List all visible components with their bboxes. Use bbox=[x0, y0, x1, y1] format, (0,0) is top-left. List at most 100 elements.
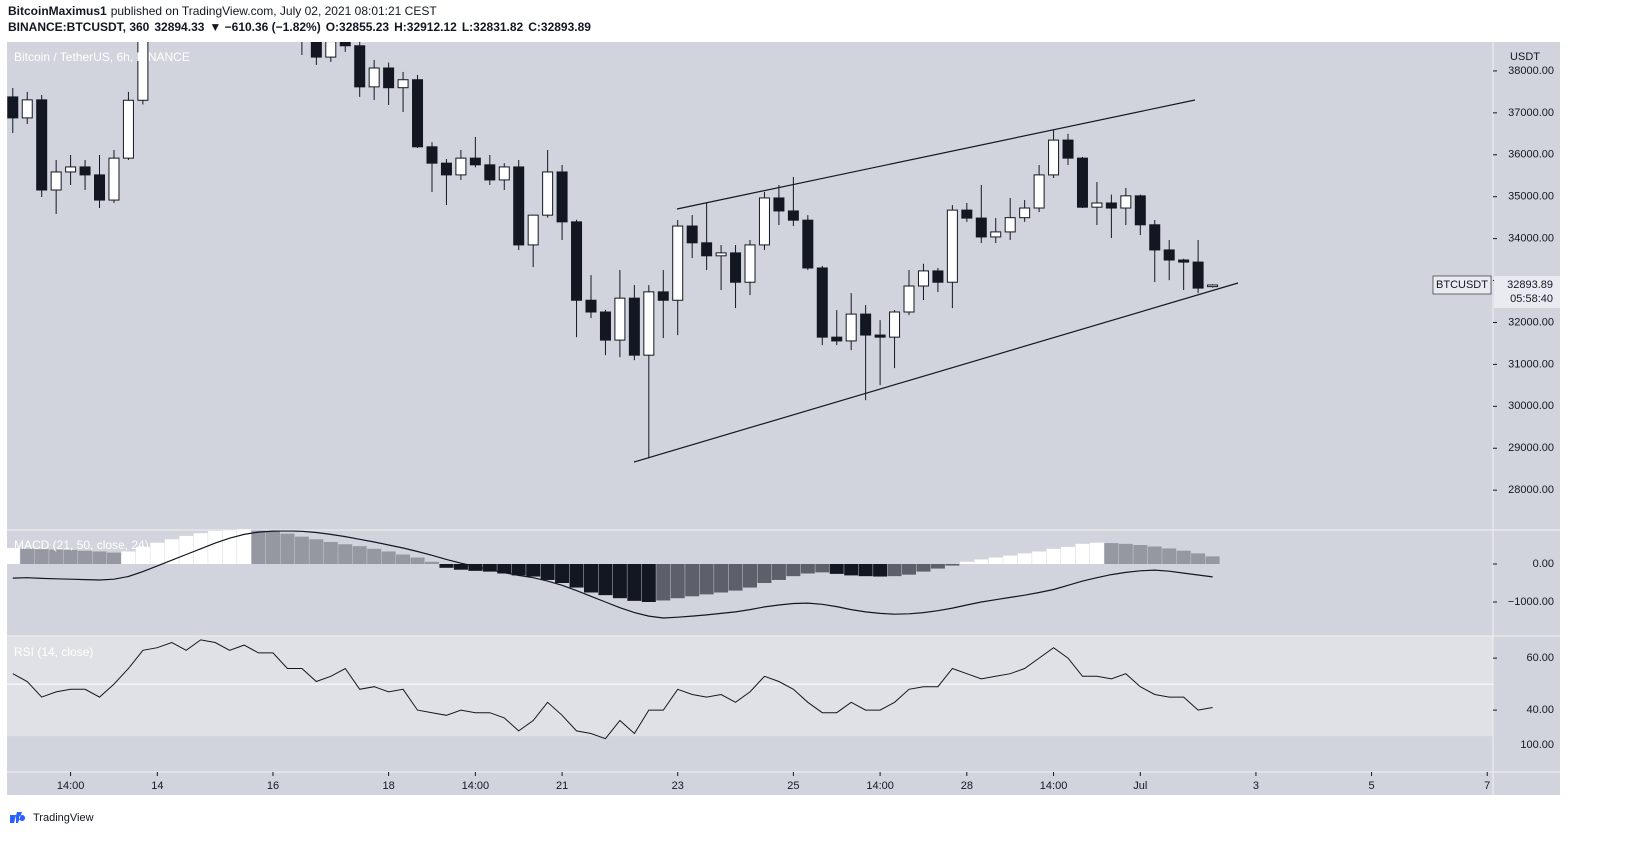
macd-histogram-bar bbox=[902, 564, 917, 575]
macd-histogram-bar bbox=[1205, 556, 1220, 565]
x-tick-label: 3 bbox=[1253, 780, 1259, 792]
candle-body bbox=[802, 219, 814, 269]
macd-line bbox=[12, 530, 1213, 619]
c-value: 32893.89 bbox=[541, 20, 591, 34]
publish-line: BitcoinMaximus1 published on TradingView.… bbox=[8, 4, 437, 18]
macd-histogram-bar bbox=[396, 554, 411, 565]
macd-histogram-bar bbox=[352, 546, 367, 565]
x-tick-label: 14:00 bbox=[462, 780, 490, 792]
candle-body bbox=[542, 171, 554, 216]
macd-histogram-bar bbox=[858, 564, 873, 577]
macd-histogram-bar bbox=[612, 564, 627, 599]
candle-body bbox=[1004, 217, 1016, 233]
macd-histogram-bar bbox=[482, 564, 497, 572]
macd-histogram-bar bbox=[497, 564, 512, 574]
x-tick-label: 14:00 bbox=[866, 780, 894, 792]
o-value: 32855.23 bbox=[339, 20, 389, 34]
candle-body bbox=[513, 166, 525, 246]
macd-histogram-bar bbox=[237, 529, 252, 565]
candle-body bbox=[874, 334, 886, 338]
x-tick-label: 5 bbox=[1369, 780, 1375, 792]
macd-histogram-bar bbox=[771, 564, 786, 580]
macd-histogram-bar bbox=[555, 564, 570, 583]
price-tag-symbol-box bbox=[1432, 275, 1492, 295]
macd-histogram-bar bbox=[468, 564, 483, 571]
rsi-extra-label: 100.00 bbox=[1520, 739, 1554, 751]
o-label: O: bbox=[326, 20, 339, 34]
l-value: 32831.82 bbox=[473, 20, 523, 34]
h-value: 32912.12 bbox=[407, 20, 457, 34]
macd-histogram-bar bbox=[20, 548, 35, 565]
candle-body bbox=[585, 299, 597, 313]
macd-histogram-bar bbox=[829, 564, 844, 574]
candle-body bbox=[831, 336, 843, 342]
macd-histogram-bar bbox=[1147, 546, 1162, 565]
macd-histogram-bar bbox=[424, 561, 439, 565]
candle-body bbox=[1192, 261, 1204, 289]
symbol-line: BINANCE:BTCUSDT, 360 32894.33 ▼ −610.36 (−… bbox=[8, 20, 591, 34]
candle-body bbox=[614, 297, 626, 341]
macd-histogram-bar bbox=[410, 557, 425, 565]
candle-body bbox=[122, 99, 134, 159]
macd-histogram-bar bbox=[974, 559, 989, 565]
macd-title: MACD (21, 50, close, 24) bbox=[14, 538, 149, 552]
rsi-band bbox=[7, 636, 1493, 737]
chart-title: Bitcoin / TetherUS, 6h, BINANCE bbox=[14, 50, 190, 64]
candle-body bbox=[79, 166, 91, 176]
candle-body bbox=[21, 99, 33, 119]
macd-histogram-bar bbox=[106, 552, 121, 565]
candle-body bbox=[946, 209, 958, 283]
y-tick-label: 40.00 bbox=[1526, 704, 1554, 716]
candle-body bbox=[758, 197, 770, 246]
candle-body bbox=[1091, 202, 1103, 208]
price-tag-countdown: 05:58:40 bbox=[1510, 293, 1553, 305]
macd-histogram-bar bbox=[1118, 543, 1133, 565]
candle-body bbox=[339, 42, 351, 47]
candle-body bbox=[455, 157, 467, 176]
candle-body bbox=[975, 217, 987, 238]
candle-body bbox=[701, 242, 713, 257]
candle-body bbox=[1149, 224, 1161, 251]
macd-histogram-bar bbox=[309, 539, 324, 565]
candle-body bbox=[1178, 259, 1190, 263]
macd-histogram-bar bbox=[800, 564, 815, 574]
h-label: H: bbox=[394, 20, 407, 34]
candle-body bbox=[1207, 284, 1219, 288]
candle-body bbox=[65, 166, 77, 173]
y-tick-label: 0.00 bbox=[1533, 558, 1554, 570]
candle-body bbox=[1048, 139, 1060, 176]
candle-body bbox=[325, 42, 337, 58]
macd-histogram-bar bbox=[685, 564, 700, 597]
macd-histogram-bar bbox=[1075, 543, 1090, 565]
macd-histogram-bar bbox=[1191, 553, 1206, 565]
candle-body bbox=[36, 99, 48, 191]
change: ▼ −610.36 (−1.82%) bbox=[209, 20, 320, 34]
candle-body bbox=[1120, 195, 1132, 209]
macd-histogram-bar bbox=[526, 564, 541, 577]
candle-body bbox=[744, 244, 756, 283]
macd-histogram-bar bbox=[569, 564, 584, 588]
candle-body bbox=[961, 209, 973, 219]
macd-histogram-bar bbox=[540, 564, 555, 580]
candle-body bbox=[889, 311, 901, 338]
macd-histogram-bar bbox=[1046, 548, 1061, 565]
candle-body bbox=[368, 67, 380, 88]
macd-histogram-bar bbox=[294, 536, 309, 565]
y-tick-label: 32000.00 bbox=[1508, 316, 1554, 328]
macd-histogram-bar bbox=[280, 533, 295, 565]
candle-body bbox=[1105, 202, 1117, 209]
candle-body bbox=[860, 313, 872, 336]
price-tag-value: 32893.89 bbox=[1507, 279, 1553, 291]
macd-histogram-bar bbox=[323, 541, 338, 565]
last-price: 32894.33 bbox=[154, 20, 204, 34]
candle-body bbox=[498, 166, 510, 181]
price-tag-symbol: BTCUSDT bbox=[1436, 279, 1488, 291]
y-tick-label: 30000.00 bbox=[1508, 400, 1554, 412]
price-tag-box bbox=[1494, 275, 1560, 308]
macd-histogram-bar bbox=[121, 551, 136, 565]
macd-histogram-bar bbox=[338, 544, 353, 565]
macd-histogram-bar bbox=[945, 564, 960, 566]
macd-histogram-bar bbox=[135, 546, 150, 565]
x-tick-label: 18 bbox=[382, 780, 394, 792]
candle-body bbox=[383, 67, 395, 89]
